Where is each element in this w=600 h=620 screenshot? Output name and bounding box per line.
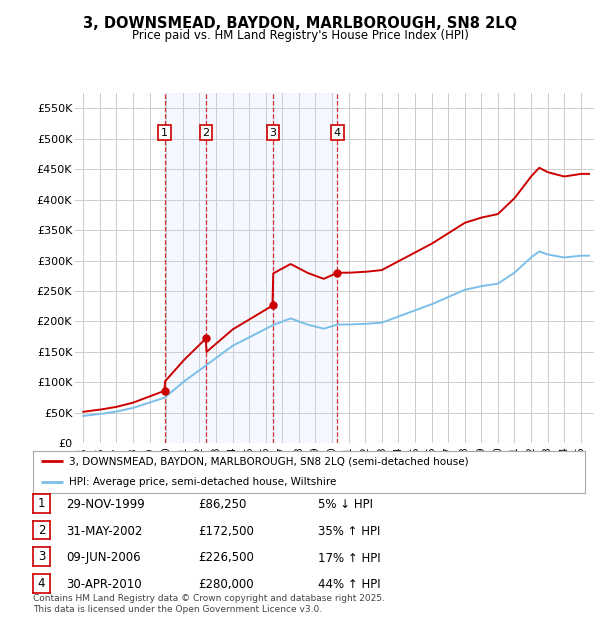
Text: £226,500: £226,500 — [198, 552, 254, 564]
Text: 31-MAY-2002: 31-MAY-2002 — [66, 525, 142, 538]
Text: 3, DOWNSMEAD, BAYDON, MARLBOROUGH, SN8 2LQ: 3, DOWNSMEAD, BAYDON, MARLBOROUGH, SN8 2… — [83, 16, 517, 31]
Text: 3: 3 — [38, 551, 45, 563]
Text: 09-JUN-2006: 09-JUN-2006 — [66, 552, 140, 564]
Text: 30-APR-2010: 30-APR-2010 — [66, 578, 142, 591]
Bar — [273, 93, 337, 443]
Text: 3: 3 — [269, 128, 277, 138]
Text: Contains HM Land Registry data © Crown copyright and database right 2025.
This d: Contains HM Land Registry data © Crown c… — [33, 595, 385, 614]
Text: 29-NOV-1999: 29-NOV-1999 — [66, 498, 145, 511]
Text: 1: 1 — [161, 128, 168, 138]
Text: 1: 1 — [38, 497, 45, 510]
Text: Price paid vs. HM Land Registry's House Price Index (HPI): Price paid vs. HM Land Registry's House … — [131, 30, 469, 42]
Bar — [206, 93, 273, 443]
Text: HPI: Average price, semi-detached house, Wiltshire: HPI: Average price, semi-detached house,… — [69, 477, 336, 487]
Text: 35% ↑ HPI: 35% ↑ HPI — [318, 525, 380, 538]
Text: £172,500: £172,500 — [198, 525, 254, 538]
Text: 44% ↑ HPI: 44% ↑ HPI — [318, 578, 380, 591]
Text: 17% ↑ HPI: 17% ↑ HPI — [318, 552, 380, 564]
Text: 4: 4 — [334, 128, 341, 138]
Text: £86,250: £86,250 — [198, 498, 247, 511]
Text: 4: 4 — [38, 577, 45, 590]
Text: 3, DOWNSMEAD, BAYDON, MARLBOROUGH, SN8 2LQ (semi-detached house): 3, DOWNSMEAD, BAYDON, MARLBOROUGH, SN8 2… — [69, 456, 469, 466]
Text: 2: 2 — [38, 524, 45, 536]
Text: £280,000: £280,000 — [198, 578, 254, 591]
Text: 5% ↓ HPI: 5% ↓ HPI — [318, 498, 373, 511]
Text: 2: 2 — [203, 128, 210, 138]
Bar — [165, 93, 206, 443]
